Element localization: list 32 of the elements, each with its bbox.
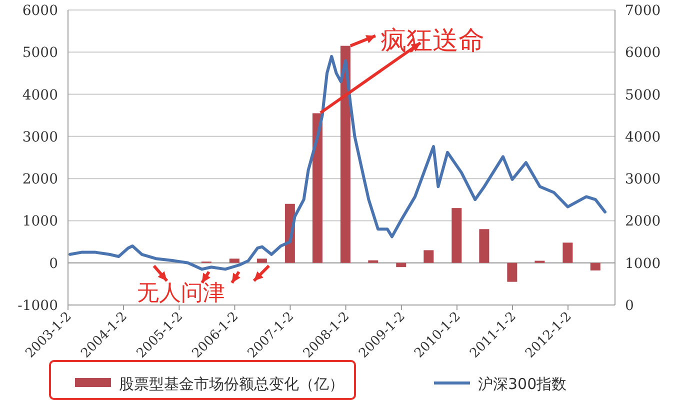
y-tick-label: 4000	[22, 87, 58, 104]
y2-tick-label: 5000	[625, 87, 661, 104]
bar	[396, 262, 406, 268]
y-tick-label: 0	[49, 256, 58, 272]
y2-tick-label: 3000	[625, 172, 661, 188]
y2-tick-label: 2000	[625, 214, 661, 230]
y-tick-label: 3000	[22, 129, 58, 146]
y2-tick-label: 7000	[625, 3, 661, 19]
legend-label: 沪深300指数	[478, 375, 567, 393]
line-series	[68, 54, 606, 271]
bar	[340, 46, 350, 263]
bar	[590, 262, 600, 270]
y2-tick-label: 6000	[625, 45, 661, 62]
bar	[312, 113, 322, 263]
y-tick-label: -1000	[18, 298, 58, 314]
y-tick-label: 1000	[22, 214, 58, 230]
bar	[562, 242, 573, 263]
y2-tick-label: 1000	[625, 256, 661, 272]
bar	[452, 208, 462, 263]
bar	[229, 258, 240, 263]
bar	[479, 229, 490, 263]
bar	[424, 250, 434, 263]
y-tick-label: 6000	[22, 3, 58, 19]
bar	[507, 262, 518, 282]
y2-tick-label: 0	[625, 298, 634, 314]
y-tick-label: 5000	[22, 45, 58, 62]
legend-label: 股票型基金市场份额总变化（亿）	[119, 375, 344, 393]
bar	[256, 258, 267, 263]
bar	[368, 260, 378, 263]
y-tick-label: 2000	[22, 172, 58, 188]
annotation: 无人问津	[136, 280, 225, 306]
y2-tick-label: 4000	[625, 129, 661, 146]
